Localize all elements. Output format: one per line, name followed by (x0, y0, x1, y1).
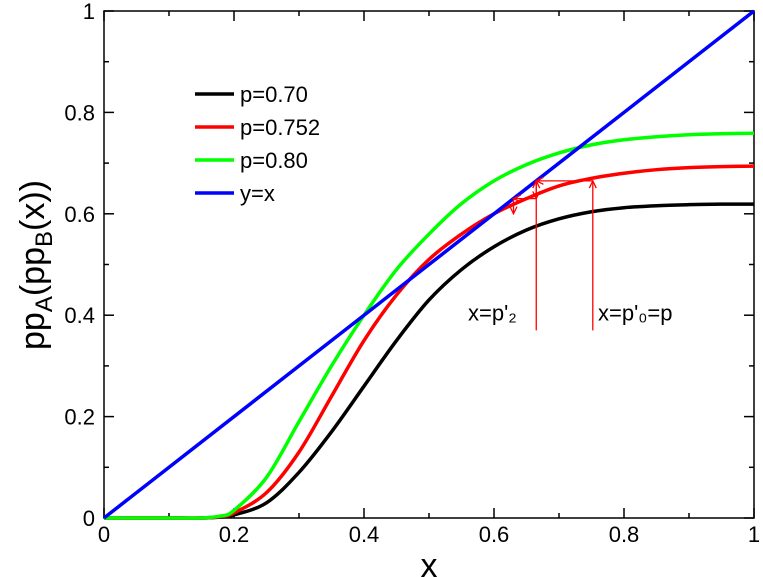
x-tick-label: 0.8 (609, 522, 640, 547)
y-tick-labels: 0 0.2 0.4 0.6 0.8 1 (64, 0, 95, 531)
x-tick-label: 0.6 (479, 522, 510, 547)
legend-label: y=x (240, 181, 275, 206)
legend: p=0.70 p=0.752 p=0.80 y=x (195, 82, 320, 206)
tick-marks (103, 10, 755, 519)
legend-label: p=0.70 (240, 82, 308, 107)
y-tick-label: 0.8 (64, 100, 95, 125)
y-tick-label: 0.2 (64, 405, 95, 430)
legend-label: p=0.752 (240, 115, 320, 140)
y-tick-label: 0.4 (64, 303, 95, 328)
x-tick-label: 0 (98, 522, 110, 547)
iteration-arrows (509, 176, 597, 331)
cobweb-arrowhead (509, 206, 518, 216)
series-line-y-x (102, 9, 756, 520)
y-tick-label: 1 (83, 0, 95, 24)
x-tick-label: 0.2 (219, 522, 250, 547)
annotation-text: x=p'₂ (468, 300, 517, 325)
y-tick-label: 0.6 (64, 202, 95, 227)
y-axis-label: ppA(ppB(x)) (14, 180, 58, 350)
x-tick-label: 0.4 (349, 522, 380, 547)
annotation-text: x=p'₀=p (598, 300, 673, 325)
cobweb-arrowhead (532, 179, 541, 189)
x-tick-labels: 0 0.2 0.4 0.6 0.8 1 (98, 522, 760, 547)
series-line-p-0-80 (104, 131, 755, 520)
x-axis-label: x (421, 547, 438, 577)
series-lines (102, 9, 756, 520)
x-tick-label: 1 (748, 522, 760, 547)
annotations: x=p'₂ x=p'₀=p (468, 300, 673, 325)
y-tick-label: 0 (83, 506, 95, 531)
legend-label: p=0.80 (240, 148, 308, 173)
